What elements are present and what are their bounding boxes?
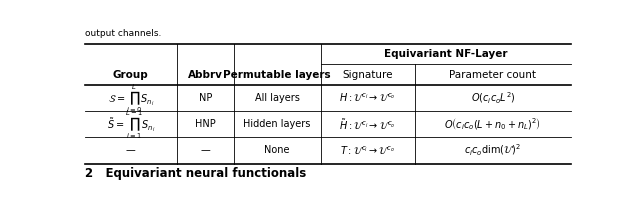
Text: None: None (264, 145, 290, 155)
Text: output channels.: output channels. (85, 29, 161, 38)
Text: $T : \mathcal{U}^{c_i} \rightarrow \mathcal{U}^{c_o}$: $T : \mathcal{U}^{c_i} \rightarrow \math… (340, 144, 396, 157)
Text: HNP: HNP (195, 119, 216, 129)
Text: $\tilde{S} = \prod_{i=1}^{L-1} S_{n_i}$: $\tilde{S} = \prod_{i=1}^{L-1} S_{n_i}$ (107, 108, 155, 141)
Text: Signature: Signature (342, 70, 393, 80)
Text: 2   Equivariant neural functionals: 2 Equivariant neural functionals (85, 167, 306, 180)
Text: $H : \mathcal{U}^{c_i} \rightarrow \mathcal{U}^{c_o}$: $H : \mathcal{U}^{c_i} \rightarrow \math… (339, 92, 396, 104)
Text: $O(c_i c_o L^2)$: $O(c_i c_o L^2)$ (470, 90, 515, 106)
Text: NP: NP (198, 93, 212, 103)
Text: $O\left(c_i c_o (L + n_0 + n_L)^2\right)$: $O\left(c_i c_o (L + n_0 + n_L)^2\right)… (444, 116, 541, 132)
Text: Group: Group (113, 70, 148, 80)
Text: $c_i c_o \dim(\mathcal{U})^2$: $c_i c_o \dim(\mathcal{U})^2$ (465, 143, 522, 158)
Text: Hidden layers: Hidden layers (243, 119, 311, 129)
Text: Abbrv: Abbrv (188, 70, 223, 80)
Text: $\tilde{H} : \mathcal{U}^{c_i} \rightarrow \mathcal{U}^{c_o}$: $\tilde{H} : \mathcal{U}^{c_i} \rightarr… (339, 117, 396, 132)
Text: —: — (126, 145, 136, 155)
Text: Parameter count: Parameter count (449, 70, 536, 80)
Text: —: — (200, 145, 210, 155)
Text: All layers: All layers (255, 93, 300, 103)
Text: Permutable layers: Permutable layers (223, 70, 331, 80)
Text: $\mathcal{S} = \prod_{i=0}^{L} S_{n_i}$: $\mathcal{S} = \prod_{i=0}^{L} S_{n_i}$ (108, 82, 154, 115)
Text: Equivariant NF-Layer: Equivariant NF-Layer (384, 49, 508, 59)
